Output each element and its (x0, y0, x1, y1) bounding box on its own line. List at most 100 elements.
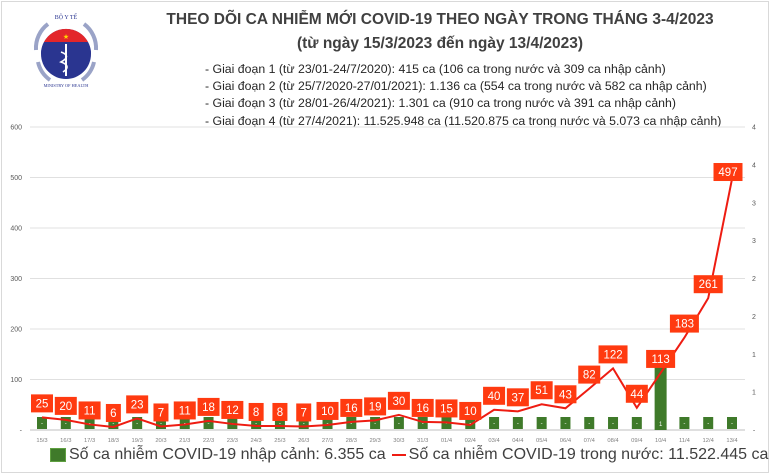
bar (370, 417, 381, 429)
data-label: 497 (718, 167, 737, 179)
data-label: 8 (253, 407, 259, 419)
x-axis-tick: 23/3 (227, 438, 238, 444)
bar (489, 417, 500, 429)
bar (465, 417, 476, 429)
left-axis-tick: 100 (10, 377, 22, 384)
data-label-box (316, 401, 339, 420)
data-label-box (506, 388, 529, 407)
data-label-box (126, 395, 149, 414)
bar-label: - (636, 421, 638, 427)
data-label-box (483, 386, 506, 405)
logo-text-bottom: MINISTRY OF HEALTH (44, 83, 89, 88)
right-axis-tick: 3 (752, 200, 756, 207)
right-axis-tick: 4 (752, 125, 756, 132)
data-label-box (578, 365, 601, 384)
bar-label: - (422, 421, 424, 427)
x-axis-tick: 31/3 (417, 438, 428, 444)
bar (84, 417, 95, 429)
data-label: 12 (226, 405, 239, 417)
bar-label: - (160, 421, 162, 427)
legend-bar-swatch (50, 448, 66, 462)
bar-label: - (445, 421, 447, 427)
data-label-box (78, 401, 101, 420)
data-label-box (272, 402, 288, 421)
line-series (41, 178, 733, 428)
data-label-box (459, 401, 482, 420)
data-label-box (411, 398, 434, 417)
x-axis-tick: 05/4 (536, 438, 548, 444)
left-axis-tick: 300 (10, 276, 22, 283)
bar (679, 417, 690, 429)
data-label: 43 (559, 389, 572, 401)
svg-text:★: ★ (63, 33, 69, 41)
bar-label: - (303, 421, 305, 427)
data-label-box (197, 397, 220, 416)
right-axis-tick: 1 (752, 352, 756, 359)
bar (108, 417, 119, 429)
bar-label: - (374, 421, 376, 427)
x-axis-tick: 10/4 (655, 438, 667, 444)
data-label: 8 (277, 407, 283, 419)
x-axis-tick: 29/3 (369, 438, 380, 444)
ministry-of-health-logo: ★ BỘ Y TẾ MINISTRY OF HEALTH (33, 13, 99, 88)
data-label: 51 (535, 385, 548, 397)
right-axis-tick: 1 (752, 390, 756, 397)
data-label: 18 (202, 402, 215, 414)
bar-label: - (517, 421, 519, 427)
data-label: 6 (110, 408, 116, 420)
data-label-box (340, 398, 363, 417)
x-axis-tick: 11/4 (679, 438, 691, 444)
bar-label: - (279, 421, 281, 427)
bar-label: - (493, 421, 495, 427)
data-label: 183 (675, 319, 694, 331)
left-axis-tick: 600 (10, 125, 22, 132)
data-label-box (693, 275, 723, 294)
bar-label: - (564, 421, 566, 427)
x-axis-tick: 27/3 (322, 438, 333, 444)
data-label-box (105, 403, 121, 422)
bar (60, 417, 71, 429)
data-label-box (248, 402, 264, 421)
bar-label: - (41, 421, 43, 427)
bar (512, 417, 523, 429)
chart-title: THEO DÕI CA NHIỄM MỚI COVID-19 THEO NGÀY… (166, 11, 714, 28)
data-label: 15 (440, 403, 453, 415)
data-label: 261 (699, 279, 718, 291)
bar-label: - (588, 421, 590, 427)
data-label-box (625, 384, 648, 403)
bar (179, 417, 190, 429)
bar-label: - (612, 421, 614, 427)
x-axis-tick: 03/4 (488, 438, 500, 444)
bar (251, 417, 262, 429)
left-axis-tick: 200 (10, 327, 22, 334)
bar-label: - (398, 421, 400, 427)
data-label: 16 (416, 403, 429, 415)
bar-label: - (683, 421, 685, 427)
data-label: 44 (630, 389, 643, 401)
x-axis-tick: 26/3 (298, 438, 309, 444)
data-label-box (598, 345, 628, 364)
x-axis-tick: 02/4 (465, 438, 477, 444)
x-axis-tick: 06/4 (560, 438, 572, 444)
bar (155, 417, 166, 429)
data-label-box (530, 381, 553, 400)
bar (560, 417, 571, 429)
x-axis-tick: 24/3 (250, 438, 261, 444)
x-axis-tick: 22/3 (203, 438, 214, 444)
data-label: 20 (59, 401, 72, 413)
x-axis-tick: 04/4 (512, 438, 524, 444)
legend-line-swatch (391, 454, 406, 456)
bar-label: - (255, 421, 257, 427)
bar (322, 417, 333, 429)
data-label-box (153, 403, 169, 422)
bar-label: - (731, 421, 733, 427)
phase-note: - Giai đoạn 3 (từ 28/01-26/4/2021): 1.30… (205, 96, 676, 111)
bar (346, 417, 357, 429)
bar (37, 417, 47, 429)
data-label-box (296, 403, 312, 422)
x-axis-tick: 12/4 (703, 438, 715, 444)
data-label-box (669, 314, 699, 333)
x-axis-tick: 19/3 (132, 438, 143, 444)
